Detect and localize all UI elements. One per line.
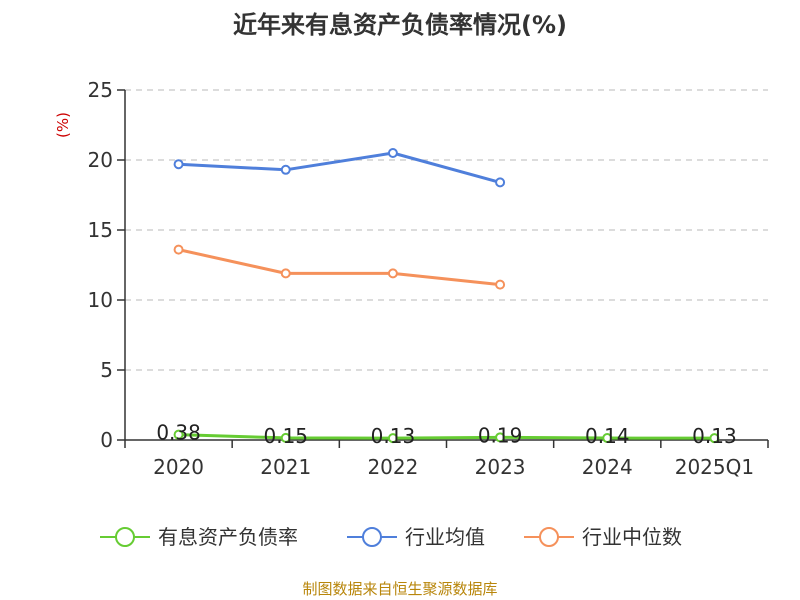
x-tick-label: 2025Q1 xyxy=(675,455,754,479)
legend-label: 行业均值 xyxy=(405,525,485,549)
source-note: 制图数据来自恒生聚源数据库 xyxy=(302,580,497,598)
data-point xyxy=(709,433,720,444)
series-line xyxy=(178,433,715,440)
legend-marker xyxy=(362,527,382,547)
data-labels: 0.38 0.15 0.13 0.19 0.14 0.13 xyxy=(156,421,736,449)
data-point xyxy=(495,177,506,188)
x-tick-label: 2021 xyxy=(260,455,311,479)
x-tick-label: 2023 xyxy=(475,455,526,479)
data-label: 0.13 xyxy=(692,424,737,448)
legend-label: 有息资产负债率 xyxy=(158,525,298,549)
series-layer xyxy=(173,148,720,444)
data-point xyxy=(173,159,184,170)
data-point xyxy=(387,268,398,279)
y-axis-unit: (%) xyxy=(54,112,72,138)
y-tick-label: 15 xyxy=(88,218,113,242)
data-point xyxy=(280,268,291,279)
y-tick-label: 25 xyxy=(88,78,113,102)
chart-title: 近年来有息资产负债率情况(%) xyxy=(233,11,567,39)
x-tick-label: 2022 xyxy=(367,455,418,479)
data-label: 0.15 xyxy=(263,424,308,448)
y-tick-label: 5 xyxy=(100,358,113,382)
legend-marker xyxy=(115,527,135,547)
data-point xyxy=(495,279,506,290)
series-line xyxy=(178,151,501,184)
data-point xyxy=(495,432,506,443)
legend-label: 行业中位数 xyxy=(582,525,682,549)
legend: 有息资产负债率 行业均值 行业中位数 xyxy=(100,525,682,549)
series-line xyxy=(178,248,501,287)
data-label: 0.38 xyxy=(156,421,201,445)
data-point xyxy=(280,164,291,175)
data-point xyxy=(173,429,184,440)
data-point xyxy=(602,433,613,444)
data-point xyxy=(173,244,184,255)
axes: 0 5 10 15 20 25 2020 2021 2022 2023 2024 2025Q1 xyxy=(88,78,769,479)
data-label: 0.19 xyxy=(478,423,523,447)
y-tick-label: 0 xyxy=(100,428,113,452)
data-label: 0.14 xyxy=(585,424,630,448)
y-tick-label: 10 xyxy=(88,288,113,312)
data-label: 0.13 xyxy=(371,424,416,448)
data-point xyxy=(280,432,291,443)
x-tick-label: 2024 xyxy=(582,455,633,479)
gridlines xyxy=(125,89,768,371)
data-point xyxy=(387,433,398,444)
y-tick-label: 20 xyxy=(88,148,113,172)
data-point xyxy=(387,148,398,158)
legend-marker xyxy=(539,527,559,547)
x-tick-label: 2020 xyxy=(153,455,204,479)
